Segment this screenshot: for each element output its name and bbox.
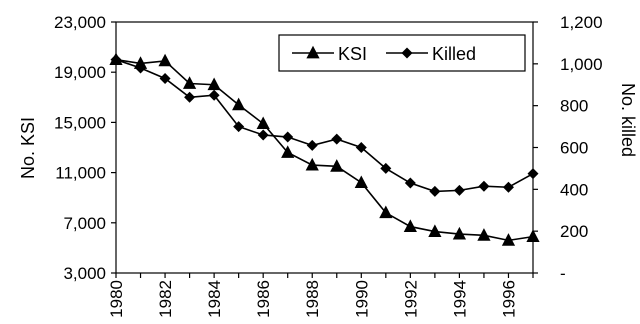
y2-tick-label: 400 — [560, 180, 588, 199]
ksi-point — [330, 159, 344, 172]
ksi-point — [501, 233, 516, 246]
killed-point — [404, 177, 416, 189]
killed-point — [257, 129, 269, 141]
y-tick-label: 7,000 — [63, 214, 106, 233]
x-tick-label: 1984 — [205, 280, 224, 318]
y2-tick-label: 800 — [560, 97, 588, 116]
y2-tick-label: 1,200 — [560, 13, 603, 32]
ksi-point — [379, 205, 393, 219]
ksi-legend-label: KSI — [338, 44, 367, 64]
killed-point — [527, 168, 539, 180]
y-tick-label: 3,000 — [63, 264, 106, 283]
killed-legend-label: Killed — [432, 44, 476, 64]
ksi-point — [428, 224, 442, 237]
y2-tick-label: 600 — [560, 139, 588, 158]
killed-point — [208, 89, 220, 101]
killed-point — [110, 54, 122, 66]
y-tick-label: 19,000 — [54, 63, 106, 82]
killed-point — [355, 142, 367, 153]
killed-point — [159, 72, 171, 84]
ksi-point — [207, 77, 221, 91]
ksi-point — [232, 97, 246, 111]
killed-point — [306, 139, 318, 151]
ksi-series-line — [115, 58, 534, 242]
ksi-point — [281, 145, 295, 158]
tick-marks — [111, 21, 538, 278]
killed-point — [331, 133, 343, 145]
y2-axis-title: No. killed — [618, 83, 638, 157]
killed-point — [429, 185, 441, 197]
y2-tick-label: 1,000 — [560, 55, 603, 74]
x-tick-label: 1986 — [254, 280, 273, 318]
x-tick-label: 1990 — [352, 280, 371, 318]
x-tick-label: 1992 — [401, 280, 420, 318]
x-tick-label: 1980 — [107, 280, 126, 318]
ksi-point — [158, 53, 172, 67]
killed-point — [233, 121, 245, 133]
x-tick-label: 1982 — [156, 280, 175, 318]
series-group — [109, 52, 540, 246]
ksi-point — [256, 116, 270, 130]
x-tick-label: 1988 — [303, 280, 322, 318]
killed-series-line — [115, 58, 534, 193]
ksi-point — [477, 228, 491, 241]
y2-tick-label: 200 — [560, 222, 588, 241]
x-tick-label: 1996 — [499, 280, 518, 318]
killed-point — [478, 180, 490, 192]
killed-point — [502, 181, 514, 193]
x-tick-label: 1994 — [450, 280, 469, 318]
ksi-point — [526, 229, 540, 243]
y-tick-label: 23,000 — [54, 13, 106, 32]
killed-legend-marker — [401, 47, 413, 59]
ksi-point — [133, 56, 148, 69]
killed-point — [380, 162, 392, 174]
killed-point — [282, 131, 294, 143]
ksi-point — [182, 76, 197, 89]
ksi-legend-marker — [306, 45, 320, 59]
killed-point — [135, 62, 147, 74]
ksi-point — [452, 226, 467, 240]
tick-labels: 3,000 7,000 11,000 15,000 19,000 23,000 - 200 40… — [54, 13, 603, 318]
y-tick-label: 11,000 — [55, 164, 106, 183]
legend: KSI Killed — [278, 34, 526, 72]
killed-point — [184, 91, 196, 103]
ksi-point — [403, 219, 417, 232]
killed-point — [453, 184, 465, 196]
ksi-point — [305, 157, 319, 171]
ksi-point — [354, 175, 368, 189]
y2-tick-label: - — [560, 264, 566, 283]
y-tick-label: 15,000 — [54, 113, 106, 132]
y-axis-title: No. KSI — [18, 117, 38, 179]
